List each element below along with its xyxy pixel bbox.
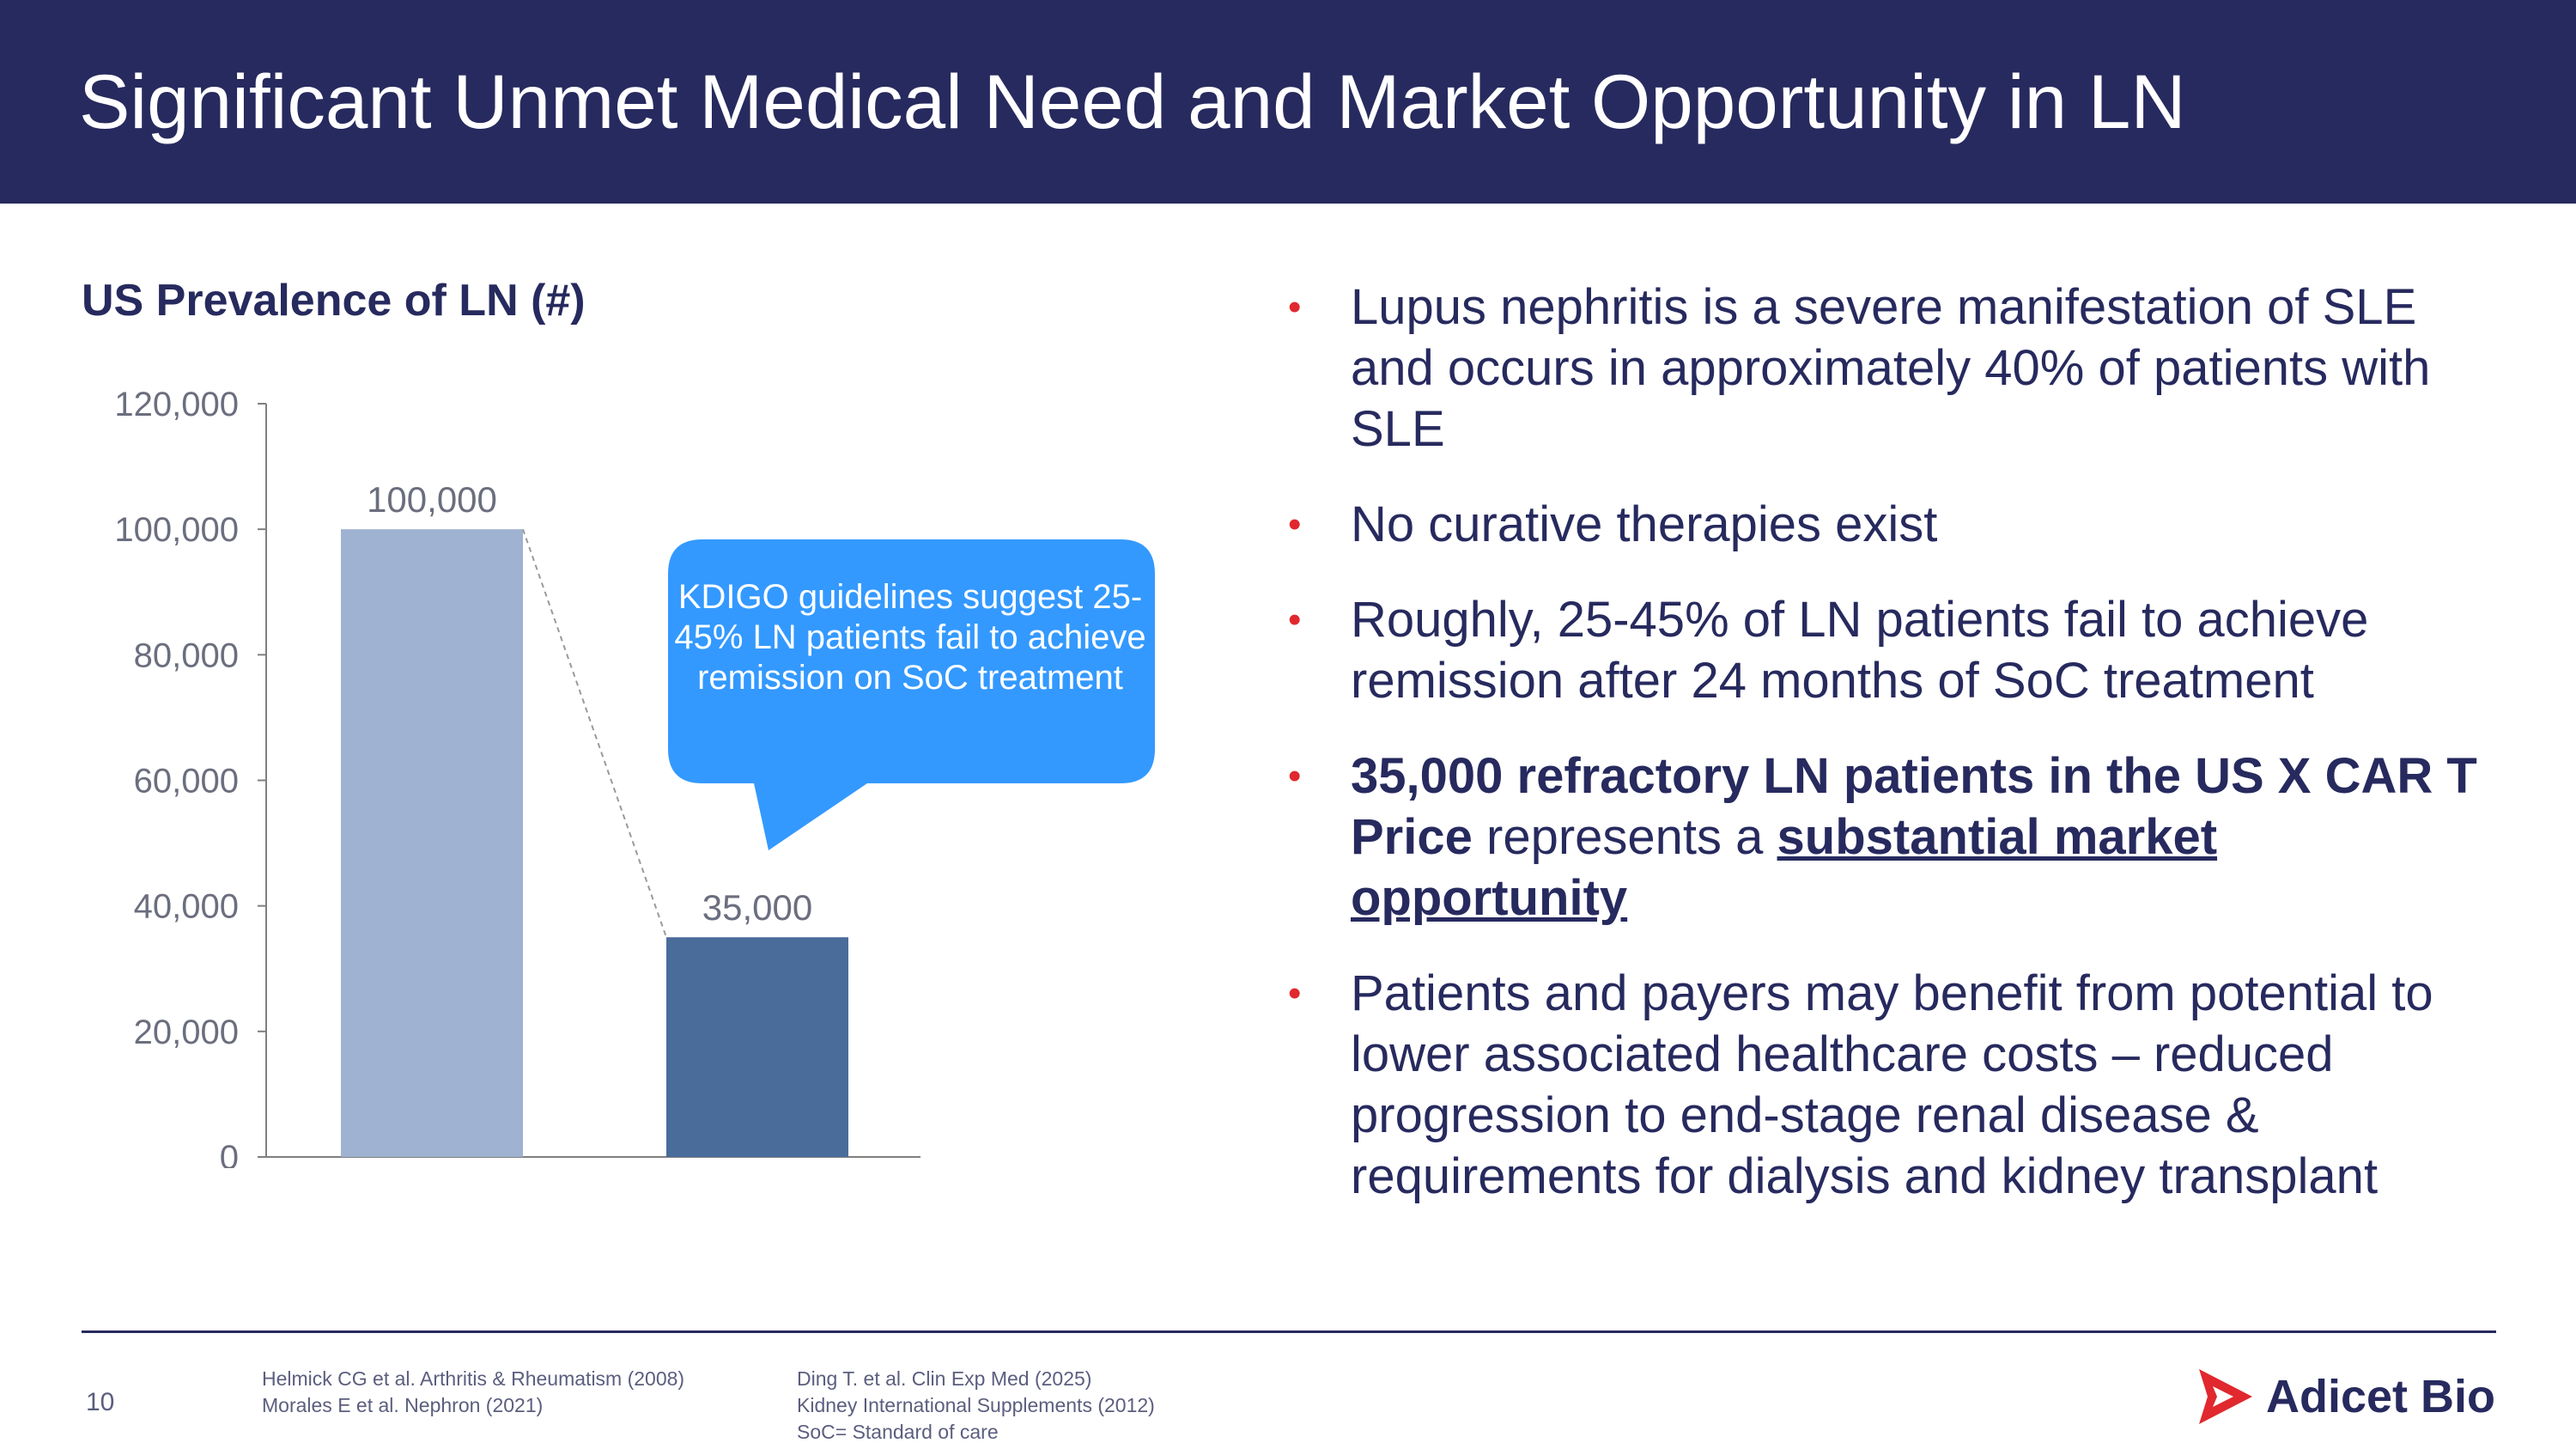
footnotes-right: Ding T. et al. Clin Exp Med (2025) Kidne… — [797, 1366, 1155, 1446]
footnote: Morales E et al. Nephron (2021) — [262, 1394, 544, 1416]
adicet-logo-icon — [2199, 1369, 2252, 1424]
y-tick-label: 120,000 — [114, 386, 239, 423]
company-logo: Adicet Bio — [2194, 1364, 2503, 1429]
callout-text: KDIGO guidelines suggest 25-45% LN patie… — [674, 578, 1146, 697]
slide-title: Significant Unmet Medical Need and Marke… — [79, 58, 2186, 144]
bar — [341, 529, 523, 1157]
y-tick-label: 100,000 — [114, 511, 239, 549]
y-tick-label: 20,000 — [134, 1014, 239, 1051]
bullet-item: Lupus nephritis is a severe manifestatio… — [1288, 277, 2490, 460]
footnote: Helmick CG et al. Arthritis & Rheumatism… — [262, 1367, 685, 1390]
bar — [666, 937, 848, 1157]
bullet-strong-text: 35,000 refractory LN patients in the US … — [1351, 748, 2477, 865]
y-tick-label: 0 — [220, 1139, 239, 1168]
bullet-item: No curative therapies exist — [1288, 494, 2490, 555]
chart-heading: US Prevalence of LN (#) — [82, 276, 586, 326]
connector-line — [522, 528, 667, 938]
y-tick-label: 60,000 — [134, 763, 239, 801]
footnotes-left: Helmick CG et al. Arthritis & Rheumatism… — [262, 1366, 684, 1419]
chart-bars — [341, 528, 848, 1157]
bullet-item: Roughly, 25-45% of LN patients fail to a… — [1288, 589, 2490, 711]
footnote: Ding T. et al. Clin Exp Med (2025) — [797, 1367, 1092, 1390]
page-number: 10 — [86, 1388, 115, 1416]
footnote: SoC= Standard of care — [797, 1421, 999, 1443]
footnote: Kidney International Supplements (2012) — [797, 1394, 1155, 1416]
bullet-list: Lupus nephritis is a severe manifestatio… — [1288, 277, 2490, 1207]
bar-data-label: 35,000 — [702, 887, 812, 928]
bullet-item: Patients and payers may benefit from pot… — [1288, 963, 2490, 1207]
bullet-middle-text: represents a — [1472, 809, 1777, 865]
chart-axis: 0 20,000 40,000 60,000 80,000 100,000 120,000 — [114, 386, 920, 1168]
bullet-item: 35,000 refractory LN patients in the US … — [1288, 746, 2490, 928]
chart-data-labels: 100,000 35,000 — [367, 479, 812, 928]
footer-divider — [82, 1330, 2496, 1333]
logo-text: Adicet Bio — [2266, 1371, 2496, 1422]
y-tick-label: 40,000 — [134, 888, 239, 926]
prevalence-bar-chart: 020,00040,00060,00080,000100,000120,000 … — [114, 386, 920, 1168]
header-bar: Significant Unmet Medical Need and Marke… — [0, 0, 2576, 204]
y-tick-label: 80,000 — [134, 636, 239, 674]
bar-data-label: 100,000 — [367, 479, 497, 520]
market-opportunity-emphasis: substantial market opportunity — [1351, 809, 2218, 926]
